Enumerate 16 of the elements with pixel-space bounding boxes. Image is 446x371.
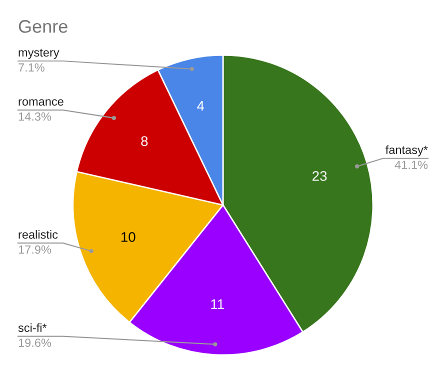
text: 17.9% (18, 245, 52, 254)
slice-label: romance (18, 99, 64, 106)
slice-label: mystery (18, 48, 60, 59)
text: 7.1% (18, 63, 44, 72)
data-label: 4 (197, 101, 204, 111)
data-label: 11 (211, 299, 224, 309)
data-label: 8 (141, 136, 148, 146)
slice-label: realistic (18, 230, 58, 239)
slice-label: sci-fi* (18, 323, 47, 332)
text: 14.3% (18, 112, 52, 121)
text: 19.6% (18, 338, 52, 347)
data-label: 23 (312, 171, 327, 181)
slice-label: fantasy* (386, 145, 428, 156)
text: 41.1% (394, 160, 428, 170)
chart-title: Genre (18, 20, 68, 33)
data-label: 10 (121, 232, 136, 242)
